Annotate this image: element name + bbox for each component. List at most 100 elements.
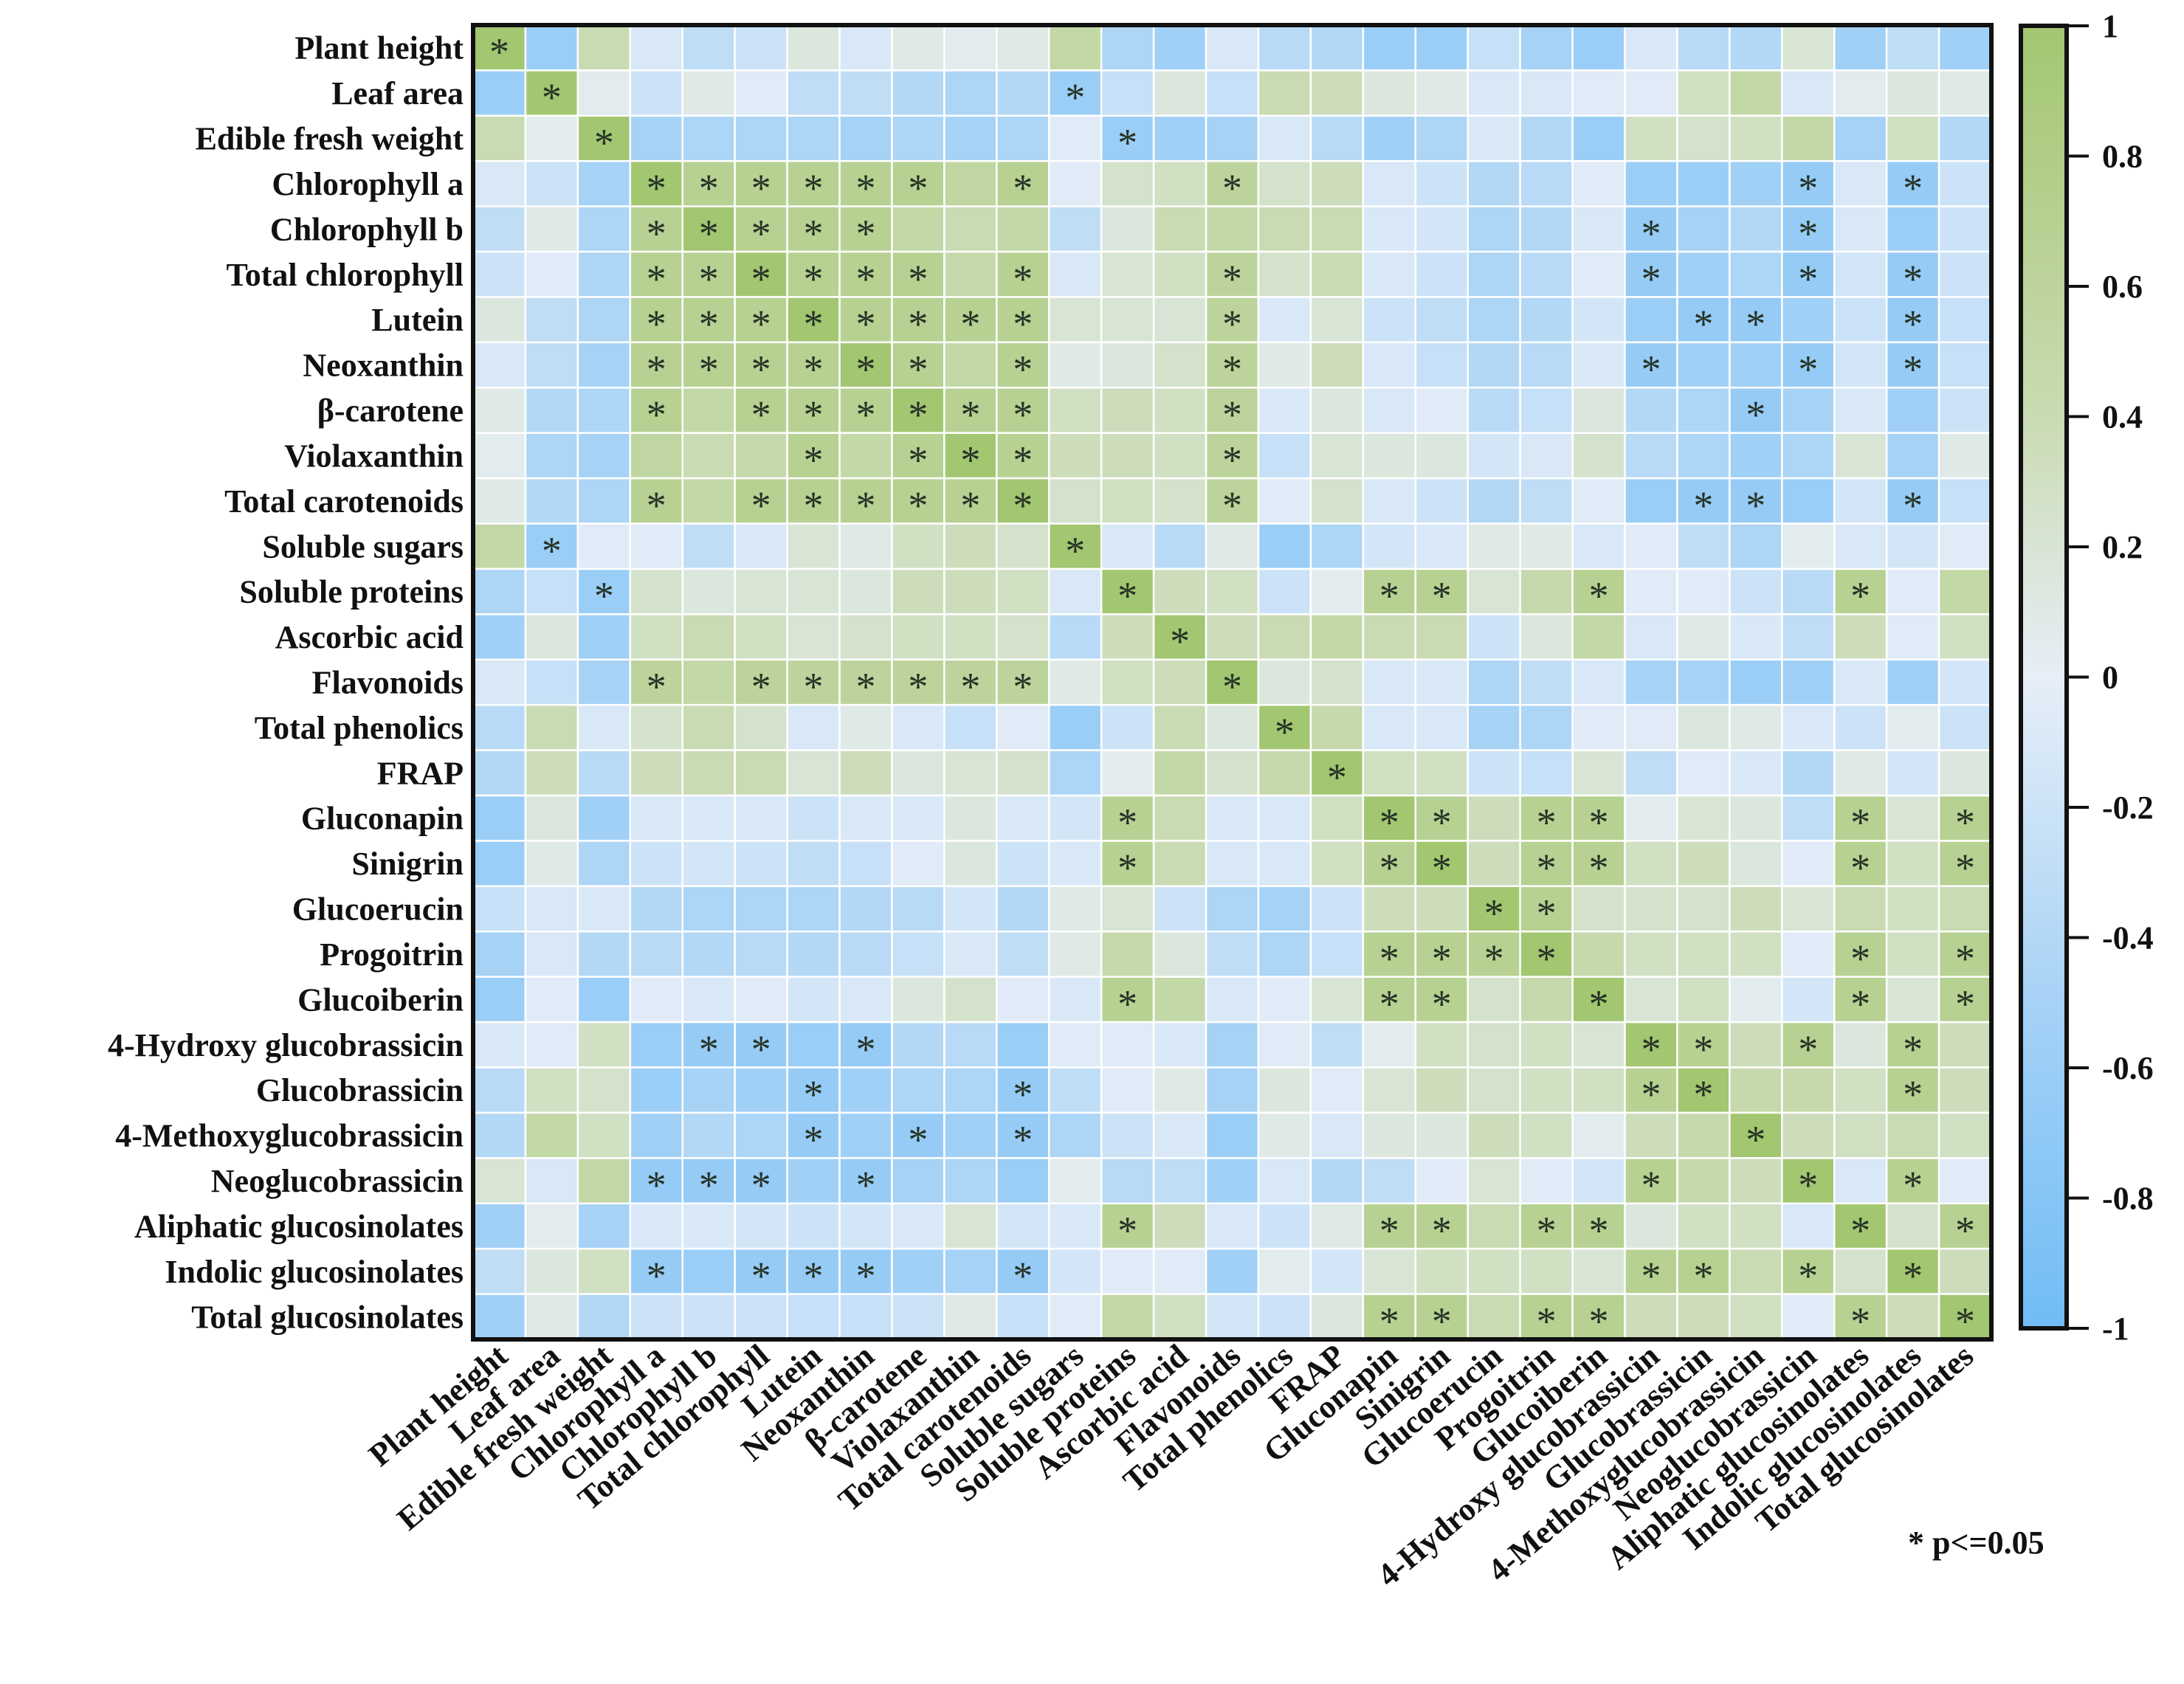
heatmap-cell <box>838 1157 893 1205</box>
heatmap-cell <box>1937 976 1993 1024</box>
significance-star: * <box>1379 1299 1399 1343</box>
significance-star: * <box>908 483 928 528</box>
heatmap-cell <box>1047 1247 1103 1295</box>
heatmap-cell <box>1100 1066 1155 1114</box>
heatmap-cell <box>681 1111 736 1159</box>
heatmap-cell <box>524 658 579 706</box>
significance-star: * <box>542 75 562 120</box>
heatmap-cell <box>1781 1293 1836 1341</box>
heatmap-cell <box>996 159 1050 207</box>
heatmap-cell <box>1519 885 1574 933</box>
heatmap-cell <box>1571 613 1626 661</box>
heatmap-cell <box>1205 522 1260 570</box>
heatmap-cell <box>1414 931 1469 978</box>
row-label: 4-Hydroxy glucobrassicin <box>108 1027 464 1063</box>
significance-star: * <box>751 1163 771 1207</box>
heatmap-cell <box>1937 749 1993 797</box>
heatmap-cell <box>524 794 579 842</box>
heatmap-cell <box>629 749 683 797</box>
heatmap-cell <box>1205 1111 1260 1159</box>
heatmap-cell <box>1047 703 1103 751</box>
heatmap-cell <box>1624 296 1678 344</box>
heatmap-cell <box>1624 250 1678 298</box>
heatmap-cell <box>1257 522 1312 570</box>
heatmap-cell <box>1152 567 1208 615</box>
heatmap-cell <box>1414 1157 1469 1205</box>
heatmap-cell <box>1519 387 1574 434</box>
heatmap-cell <box>1519 24 1574 72</box>
heatmap-cell <box>1047 613 1103 661</box>
heatmap-cell <box>996 69 1050 117</box>
heatmap-cell <box>838 477 893 525</box>
row-label: Leaf area <box>331 75 464 111</box>
heatmap-cell <box>1467 432 1521 480</box>
heatmap-cell <box>1309 1202 1365 1250</box>
heatmap-cell <box>524 976 579 1024</box>
significance-star: * <box>1798 211 1818 255</box>
heatmap-cell <box>1729 24 1783 72</box>
heatmap-cell <box>1205 24 1260 72</box>
heatmap-cell <box>996 1021 1050 1069</box>
heatmap-cell <box>1362 159 1417 207</box>
heatmap-cell <box>1257 159 1312 207</box>
heatmap-cell <box>1676 840 1731 888</box>
heatmap-cell <box>1781 296 1836 344</box>
heatmap-cell <box>1833 658 1888 706</box>
heatmap-cell <box>524 477 579 525</box>
heatmap-cell <box>472 387 527 434</box>
heatmap-cell <box>786 613 841 661</box>
heatmap-cell <box>1676 477 1731 525</box>
heatmap-cell <box>1781 931 1836 978</box>
heatmap-cell <box>1676 387 1731 434</box>
heatmap-cell <box>1624 432 1678 480</box>
heatmap-cell <box>1047 1111 1103 1159</box>
heatmap-cell <box>786 522 841 570</box>
heatmap-cell <box>1257 69 1312 117</box>
significance-star: * <box>1013 348 1033 392</box>
heatmap-cell <box>1519 613 1574 661</box>
heatmap-cell <box>1781 114 1836 162</box>
heatmap-cell <box>681 522 736 570</box>
heatmap-cell <box>472 976 527 1024</box>
significance-star: * <box>647 393 666 437</box>
heatmap-cell <box>1781 205 1836 253</box>
row-label: Total chlorophyll <box>226 257 464 293</box>
heatmap-cell <box>629 885 683 933</box>
heatmap-cell <box>838 1202 893 1250</box>
significance-star: * <box>542 528 562 573</box>
heatmap-cell <box>576 794 632 842</box>
significance-star: * <box>1850 574 1870 618</box>
significance-star: * <box>1537 1299 1557 1343</box>
heatmap-cell <box>838 794 893 842</box>
heatmap-cell <box>1781 794 1836 842</box>
heatmap-cell <box>734 69 788 117</box>
row-label: Total glucosinolates <box>191 1299 464 1335</box>
heatmap-cell <box>1624 885 1678 933</box>
heatmap-cell <box>1257 432 1312 480</box>
heatmap-cell <box>996 114 1050 162</box>
significance-star: * <box>1746 302 1766 346</box>
heatmap-cell <box>1100 567 1155 615</box>
heatmap-cell <box>1467 658 1521 706</box>
heatmap-cell <box>576 749 632 797</box>
heatmap-cell <box>1047 341 1103 389</box>
heatmap-cell <box>629 69 683 117</box>
significance-star: * <box>1013 438 1033 482</box>
significance-star: * <box>1117 1208 1137 1252</box>
heatmap-cell <box>1729 1157 1783 1205</box>
heatmap-cell <box>1100 432 1155 480</box>
heatmap-cell <box>472 1021 527 1069</box>
heatmap-cell <box>1781 1157 1836 1205</box>
heatmap-cell <box>1729 613 1783 661</box>
heatmap-cell <box>1047 477 1103 525</box>
heatmap-cell <box>786 1111 841 1159</box>
significance-star: * <box>855 166 875 210</box>
heatmap-cell <box>1624 1293 1678 1341</box>
heatmap-cell <box>681 976 736 1024</box>
heatmap-cell <box>1729 885 1783 933</box>
heatmap-cell <box>996 976 1050 1024</box>
heatmap-cell <box>996 658 1050 706</box>
significance-star: * <box>1693 302 1713 346</box>
heatmap-cell <box>891 114 945 162</box>
significance-star: * <box>855 257 875 301</box>
